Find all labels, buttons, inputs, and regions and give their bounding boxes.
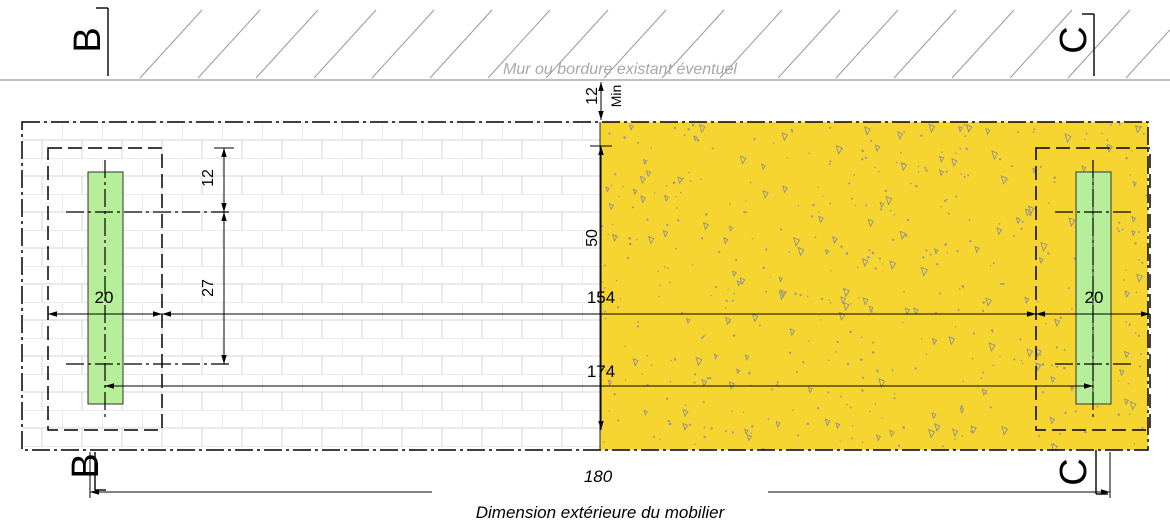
dim-post-spacing-value: 27 [200,279,217,297]
dim-post-offset-value: 12 [200,169,217,187]
post-axes [66,160,1132,420]
dim-right-pad-value: 20 [1085,288,1104,307]
dim-post-offset [214,147,234,364]
wall-hatching [139,9,1170,79]
section-b-bottom-label: B [65,453,107,478]
right-footing-outline [1035,147,1151,431]
dim-min-gap-qualifier: Min [608,85,624,108]
dim-left-pad-value: 20 [95,288,114,307]
section-c-bottom-label: C [1053,458,1095,485]
section-b-bottom: B [65,452,107,491]
concrete-area [600,122,1148,450]
section-b-top-label: B [67,27,109,52]
dim-min-gap-value: 12 [584,87,601,105]
section-c-top-label: C [1053,26,1095,53]
dim-overall [89,452,1111,498]
left-footing-outline [47,147,163,431]
dim-inner-span-value: 154 [587,288,615,307]
wall-note: Mur ou bordure existant éventuel [503,61,737,78]
section-c-bottom: C [1053,450,1108,495]
section-b-top: B [67,7,109,76]
dim-overall-caption: Dimension extérieure du mobilier [476,503,726,522]
section-c-top: C [1053,13,1095,76]
dim-overall-value: 180 [584,467,613,486]
dim-slab-depth-value: 50 [584,229,601,247]
furniture-outline [21,121,1149,451]
dim-axis-span-value: 174 [587,362,615,381]
